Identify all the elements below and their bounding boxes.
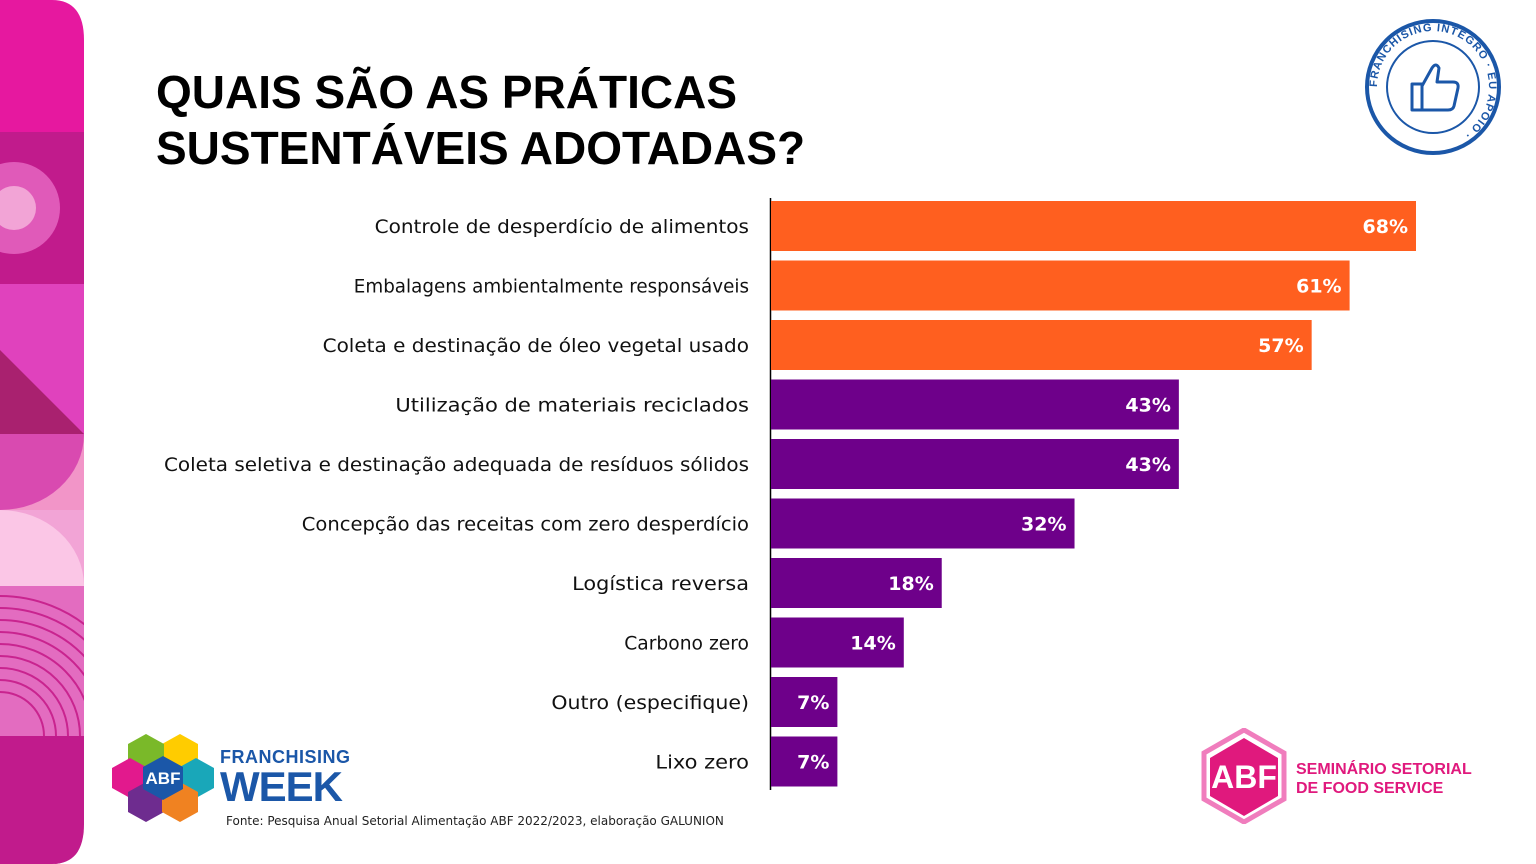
bar-5 [771,439,1179,489]
bar-7 [771,558,942,608]
category-label-7: Logística reversa [572,573,749,595]
category-label-2: Embalagens ambientalmente responsáveis [354,276,749,298]
category-label-10: Lixo zero [655,752,749,774]
bar-3 [771,320,1312,370]
chart-title-line-1: QUAIS SÃO AS PRÁTICAS [156,66,738,118]
fw-logo-abf-text: ABF [146,769,181,788]
category-label-3: Coleta e destinação de óleo vegetal usad… [323,335,749,357]
abf-logo-text: ABF [1211,759,1277,795]
abf-food-service-logo: ABF [1201,728,1287,824]
category-label-5: Coleta seletiva e destinação adequada de… [164,454,749,476]
franchising-integro-stamp-logo: FRANCHISING ÍNTEGRO · EU APOIO · [1365,19,1501,155]
bar-value-label-8: 14% [850,633,895,655]
franchising-week-wordmark: FRANCHISING WEEK [220,748,351,808]
seminar-line-2: DE FOOD SERVICE [1296,780,1444,797]
category-label-8: Carbono zero [624,633,749,655]
bar-value-label-7: 18% [888,573,933,595]
chart-title-line-2: SUSTENTÁVEIS ADOTADAS? [156,122,806,174]
category-label-4: Utilização de materiais reciclados [395,395,749,417]
bar-4 [771,379,1179,430]
bar-9 [771,677,838,727]
bar-value-label-1: 68% [1363,216,1408,238]
bar-10 [771,736,838,787]
bar-value-label-5: 43% [1125,454,1170,476]
category-label-9: Outro (especifique) [551,692,749,714]
franchising-week-logo: ABF [112,734,214,822]
thumbs-up-icon [1410,63,1460,112]
bar-8 [771,617,904,668]
bar-value-label-2: 61% [1296,276,1341,298]
bar-value-label-10: 7% [797,752,829,774]
category-label-1: Controle de desperdício de alimentos [375,216,749,238]
bar-1 [771,201,1416,251]
decorative-side-strip [0,0,84,864]
seminar-line-1: SEMINÁRIO SETORIAL [1296,761,1472,778]
bar-value-label-6: 32% [1021,514,1066,536]
category-label-6: Concepção das receitas com zero desperdí… [302,514,749,536]
source-note: Fonte: Pesquisa Anual Setorial Alimentaç… [226,814,724,828]
fw-line-2: WEEK [220,763,343,810]
bar-2 [771,260,1350,311]
chart-title: QUAIS SÃO AS PRÁTICAS SUSTENTÁVEIS ADOTA… [156,64,805,176]
bar-value-label-3: 57% [1258,335,1303,357]
bar-value-label-4: 43% [1125,395,1170,417]
fw-line-1: FRANCHISING [220,747,351,767]
seminar-wordmark: SEMINÁRIO SETORIAL DE FOOD SERVICE [1296,760,1472,798]
bar-value-label-9: 7% [797,692,829,714]
bar-6 [771,498,1075,549]
